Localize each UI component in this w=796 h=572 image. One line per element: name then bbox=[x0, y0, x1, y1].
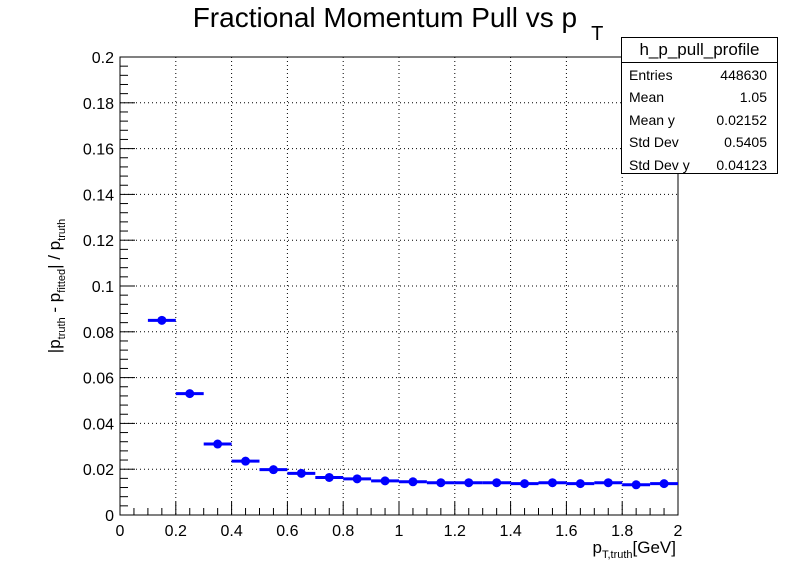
point-marker bbox=[547, 478, 557, 488]
data-point bbox=[147, 315, 176, 325]
axis-ticks bbox=[119, 56, 679, 516]
x-tick-label: 1.4 bbox=[499, 523, 521, 540]
data-point bbox=[287, 468, 316, 478]
data-point bbox=[650, 479, 678, 489]
point-marker bbox=[464, 478, 474, 488]
stats-row-std-dev-y: Std Dev y 0.04123 bbox=[622, 153, 777, 175]
y-tick-label: 0.16 bbox=[83, 142, 114, 159]
y-tick-label: 0.04 bbox=[83, 416, 114, 433]
data-point bbox=[454, 478, 483, 488]
point-marker bbox=[213, 439, 223, 449]
data-point bbox=[622, 480, 651, 490]
x-tick-labels: 0 0.2 0.4 0.6 0.8 1 1.2 1.4 1.6 1.8 2 bbox=[116, 523, 683, 540]
x-tick-label: 1.2 bbox=[444, 523, 466, 540]
y-tick-label: 0.18 bbox=[83, 96, 114, 113]
y-tick-labels: 0 0.02 0.04 0.06 0.08 0.1 0.12 0.14 0.16 0.18 0.2 bbox=[83, 50, 114, 525]
data-point bbox=[203, 439, 232, 449]
point-marker bbox=[296, 468, 306, 478]
stats-box-title: h_p_pull_profile bbox=[622, 38, 777, 63]
data-point bbox=[538, 478, 567, 488]
y-tick-label: 0.08 bbox=[83, 325, 114, 342]
data-point bbox=[482, 478, 511, 488]
chart-title-main: Fractional Momentum Pull vs p bbox=[192, 2, 578, 33]
stats-box: h_p_pull_profile Entries 448630 Mean 1.0… bbox=[621, 37, 778, 174]
x-tick-label: 0.6 bbox=[276, 523, 298, 540]
point-marker bbox=[408, 477, 418, 487]
stats-row-std-dev: Std Dev 0.5405 bbox=[622, 130, 777, 152]
x-tick-label: 0.8 bbox=[332, 523, 354, 540]
point-marker bbox=[241, 456, 251, 466]
point-marker bbox=[268, 465, 278, 475]
y-tick-label: 0.06 bbox=[83, 371, 114, 388]
stats-row-entries: Entries 448630 bbox=[622, 63, 777, 85]
data-point bbox=[371, 476, 399, 486]
point-marker bbox=[631, 480, 641, 490]
y-axis-label: |ptruth - pfitted| / ptruth bbox=[45, 219, 68, 353]
y-tick-label: 0.14 bbox=[83, 187, 114, 204]
point-marker bbox=[324, 472, 334, 482]
stats-value: 0.5405 bbox=[724, 134, 767, 151]
y-tick-label: 0.1 bbox=[92, 279, 114, 296]
data-point bbox=[510, 479, 539, 489]
y-tick-label: 0.02 bbox=[83, 462, 114, 479]
x-tick-label: 1 bbox=[395, 523, 404, 540]
grid-lines bbox=[120, 57, 678, 515]
x-tick-label: 2 bbox=[674, 523, 683, 540]
data-point bbox=[231, 456, 260, 466]
chart-title-sub: T bbox=[591, 22, 604, 45]
point-marker bbox=[603, 478, 613, 488]
stats-value: 448630 bbox=[720, 67, 767, 83]
x-tick-label: 1.8 bbox=[611, 523, 633, 540]
data-point bbox=[566, 479, 595, 489]
chart-title: Fractional Momentum Pull vs p T bbox=[0, 2, 796, 45]
x-tick-label: 0.4 bbox=[220, 523, 242, 540]
stats-value: 0.02152 bbox=[716, 111, 767, 128]
point-marker bbox=[659, 479, 669, 489]
stats-label: Std Dev bbox=[629, 134, 679, 151]
y-tick-label: 0.2 bbox=[92, 50, 114, 67]
data-point bbox=[594, 478, 623, 488]
data-point bbox=[175, 389, 204, 399]
stats-label: Mean bbox=[629, 89, 665, 106]
point-marker bbox=[352, 474, 362, 484]
point-marker bbox=[380, 476, 390, 486]
y-tick-label: 0 bbox=[105, 508, 114, 525]
stats-label: Mean y bbox=[629, 111, 675, 128]
x-axis-label: pT,truth[GeV] bbox=[592, 538, 676, 561]
x-tick-label: 1.6 bbox=[555, 523, 577, 540]
stats-row-mean-y: Mean y 0.02152 bbox=[622, 108, 777, 130]
point-marker bbox=[157, 315, 167, 325]
x-tick-label: 0 bbox=[116, 523, 125, 540]
data-point bbox=[259, 465, 288, 475]
data-point bbox=[343, 474, 372, 484]
data-points bbox=[147, 315, 678, 490]
x-tick-label: 0.2 bbox=[165, 523, 187, 540]
stats-value: 0.04123 bbox=[716, 156, 767, 173]
point-marker bbox=[492, 478, 502, 488]
data-point bbox=[315, 472, 344, 482]
point-marker bbox=[575, 479, 585, 489]
point-marker bbox=[520, 479, 530, 489]
point-marker bbox=[436, 478, 446, 488]
data-point bbox=[399, 477, 427, 487]
stats-row-mean: Mean 1.05 bbox=[622, 85, 777, 107]
stats-value: 1.05 bbox=[739, 89, 767, 106]
stats-label: Std Dev y bbox=[629, 156, 690, 173]
point-marker bbox=[185, 389, 195, 399]
data-point bbox=[426, 478, 455, 488]
y-tick-label: 0.12 bbox=[83, 233, 114, 250]
stats-label: Entries bbox=[629, 67, 673, 83]
